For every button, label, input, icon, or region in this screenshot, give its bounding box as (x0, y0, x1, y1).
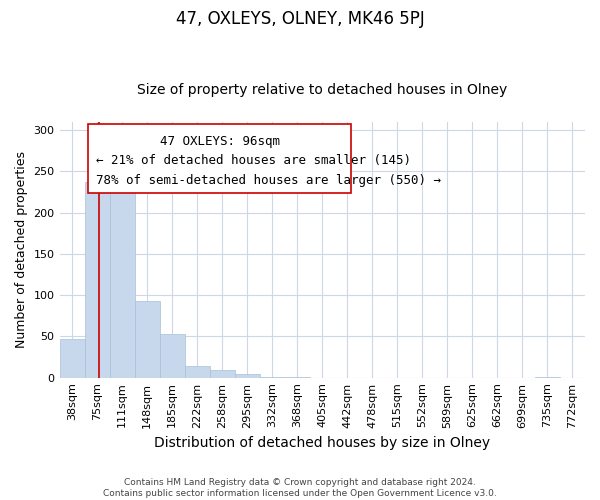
Bar (260, 377, 285, 378)
Bar (185, 366, 209, 378)
Bar (160, 334, 185, 378)
Bar (285, 377, 310, 378)
Bar (59, 339, 85, 378)
Text: Contains HM Land Registry data © Crown copyright and database right 2024.
Contai: Contains HM Land Registry data © Crown c… (103, 478, 497, 498)
Y-axis label: Number of detached properties: Number of detached properties (15, 151, 28, 348)
FancyBboxPatch shape (88, 124, 351, 194)
Bar (209, 370, 235, 378)
Bar (110, 170, 134, 378)
Bar (134, 301, 160, 378)
Title: Size of property relative to detached houses in Olney: Size of property relative to detached ho… (137, 83, 508, 97)
Text: ← 21% of detached houses are smaller (145): ← 21% of detached houses are smaller (14… (97, 154, 412, 168)
Text: 47 OXLEYS: 96sqm: 47 OXLEYS: 96sqm (160, 134, 280, 147)
X-axis label: Distribution of detached houses by size in Olney: Distribution of detached houses by size … (154, 436, 490, 450)
Text: 47, OXLEYS, OLNEY, MK46 5PJ: 47, OXLEYS, OLNEY, MK46 5PJ (176, 10, 424, 28)
Text: 78% of semi-detached houses are larger (550) →: 78% of semi-detached houses are larger (… (97, 174, 442, 187)
Bar (535, 377, 560, 378)
Bar (85, 182, 110, 378)
Bar (235, 374, 260, 378)
